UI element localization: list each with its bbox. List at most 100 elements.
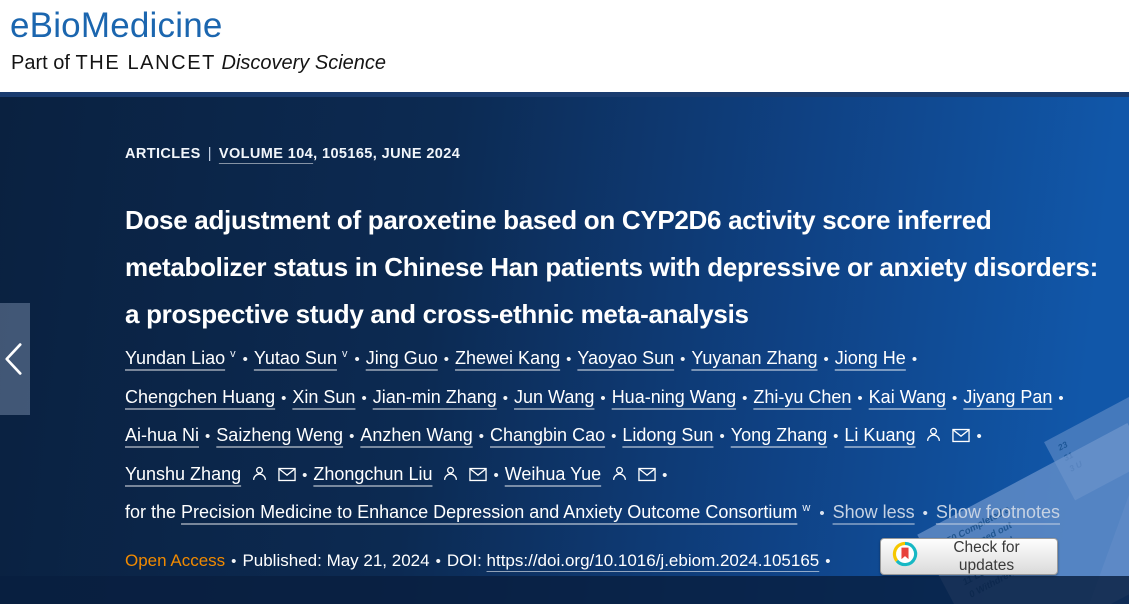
issue-info: , 105165, JUNE 2024 [313, 146, 461, 162]
author-item: Yaoyao Sun • [577, 348, 691, 368]
author-separator: • [719, 428, 725, 445]
tagline-brand: THE LANCET [75, 52, 216, 74]
author-link[interactable]: Yuyanan Zhang [691, 348, 818, 368]
author-link[interactable]: Changbin Cao [490, 425, 606, 445]
author-email-link[interactable] [952, 417, 971, 455]
article-hero-banner: 23313 U 550 Completed a23 Dropped out2 E… [0, 97, 1129, 604]
consortium-line: for the Precision Medicine to Enhance De… [125, 494, 1125, 533]
author-link[interactable]: Yunshu Zhang [125, 463, 242, 484]
author-separator: • [566, 351, 572, 368]
author-link[interactable]: Chengchen Huang [125, 386, 276, 407]
check-for-updates-button[interactable]: Check for updates [880, 538, 1058, 575]
separator-dot: • [435, 552, 441, 570]
author-item: Yuyanan Zhang • [691, 348, 834, 368]
author-link[interactable]: Yundan Liao [125, 348, 226, 368]
hero-content: ARTICLES | VOLUME 104, 105165, JUNE 2024 D… [0, 97, 1129, 574]
author-item: Yong Zhang • [731, 425, 845, 445]
author-item: Jiong He • [835, 348, 923, 368]
crossmark-label: Check for updates [953, 538, 1020, 574]
author-link[interactable]: Li Kuang [844, 425, 916, 445]
author-link[interactable]: Jun Wang [514, 386, 595, 407]
consortium-link[interactable]: Precision Medicine to Enhance Depression… [181, 502, 798, 522]
doi-link[interactable]: https://doi.org/10.1016/j.ebiom.2024.105… [486, 550, 820, 570]
show-footnotes-link[interactable]: Show footnotes [935, 502, 1060, 522]
author-link[interactable]: Yutao Sun [253, 348, 337, 368]
author-link[interactable]: Yong Zhang [730, 425, 828, 445]
tagline-suffix: Discovery Science [215, 52, 387, 74]
author-link[interactable]: Anzhen Wang [360, 425, 473, 445]
author-link[interactable]: Xin Sun [292, 386, 356, 407]
email-icon [469, 467, 488, 481]
bottom-strip [0, 576, 1129, 604]
author-link[interactable]: Yaoyao Sun [577, 348, 675, 368]
author-separator: • [911, 351, 918, 368]
author-link[interactable]: Jiyang Pan [963, 386, 1053, 407]
author-separator: • [833, 428, 839, 445]
author-separator: • [205, 428, 211, 445]
separator-dot: • [231, 552, 237, 570]
author-link[interactable]: Zhewei Kang [455, 348, 561, 368]
author-item: Li Kuang • [844, 425, 987, 445]
author-separator: • [857, 389, 863, 407]
chevron-left-icon [5, 343, 22, 375]
author-link[interactable]: Ai-hua Ni [125, 425, 200, 445]
person-icon [613, 466, 627, 480]
author-link[interactable]: Zhi-yu Chen [753, 386, 852, 407]
author-item: Anzhen Wang • [360, 425, 490, 445]
author-item: Hua-ning Wang • [612, 387, 754, 407]
site-header: eBioMedicine Part of THE LANCET Discover… [0, 0, 1129, 92]
author-email-link[interactable] [278, 456, 296, 494]
author-item: Jiyang Pan • [963, 387, 1069, 407]
person-icon [927, 427, 941, 442]
author-separator: • [600, 389, 606, 407]
person-icon [253, 466, 267, 480]
show-less-link[interactable]: Show less [832, 502, 915, 522]
author-item: Saizheng Weng • [216, 425, 360, 445]
author-separator: • [680, 351, 686, 368]
tagline-prefix: Part of [11, 52, 76, 74]
author-separator: • [354, 351, 360, 368]
author-link[interactable]: Weihua Yue [504, 463, 602, 484]
author-link[interactable]: Jian-min Zhang [372, 386, 497, 407]
author-footnote-marker: v [341, 348, 348, 360]
author-item: Lidong Sun • [622, 425, 730, 445]
author-separator: • [349, 428, 355, 445]
author-link[interactable]: Saizheng Weng [216, 425, 344, 445]
author-item: Zhewei Kang • [455, 348, 577, 368]
author-link[interactable]: Jing Guo [365, 348, 438, 368]
author-item: Ai-hua Ni • [125, 425, 216, 445]
person-icon [444, 466, 458, 480]
author-item: Jun Wang • [514, 387, 612, 407]
author-email-link[interactable] [469, 456, 488, 494]
journal-logo[interactable]: eBioMedicine [10, 6, 223, 45]
author-link[interactable]: Kai Wang [868, 386, 947, 407]
author-profile-link[interactable] [611, 456, 628, 494]
author-link[interactable]: Zhongchun Liu [313, 463, 433, 484]
author-link[interactable]: Hua-ning Wang [611, 386, 737, 407]
author-separator: • [493, 466, 499, 484]
author-link[interactable]: Jiong He [834, 348, 906, 368]
author-item: Yunshu Zhang • [125, 464, 313, 484]
author-item: Weihua Yue • [505, 464, 674, 484]
author-profile-link[interactable] [251, 456, 268, 494]
author-separator: • [242, 351, 248, 368]
author-list: Yundan Liao v • Yutao Sun v • Jing Guo • Zhewei … [125, 340, 1125, 494]
author-profile-link[interactable] [442, 456, 459, 494]
author-item: Changbin Cao • [490, 425, 622, 445]
author-item: Yundan Liao v • [125, 348, 254, 368]
journal-tagline: Part of THE LANCET Discovery Science [11, 52, 386, 75]
author-email-link[interactable] [638, 456, 656, 494]
article-title: Dose adjustment of paroxetine based on C… [125, 205, 1098, 329]
breadcrumb: ARTICLES | VOLUME 104, 105165, JUNE 2024 [125, 145, 1129, 164]
consortium-prefix: for the [125, 502, 182, 522]
author-item: Kai Wang • [869, 387, 964, 407]
author-separator: • [502, 389, 509, 407]
volume-link[interactable]: VOLUME 104 [218, 146, 314, 162]
carousel-prev-button[interactable] [0, 303, 30, 415]
author-item: Zhongchun Liu • [313, 464, 504, 484]
doi-label: DOI: [446, 550, 482, 570]
author-separator: • [976, 428, 982, 445]
open-access-label[interactable]: Open Access [125, 550, 226, 570]
author-profile-link[interactable] [925, 417, 942, 455]
author-link[interactable]: Lidong Sun [622, 425, 714, 445]
